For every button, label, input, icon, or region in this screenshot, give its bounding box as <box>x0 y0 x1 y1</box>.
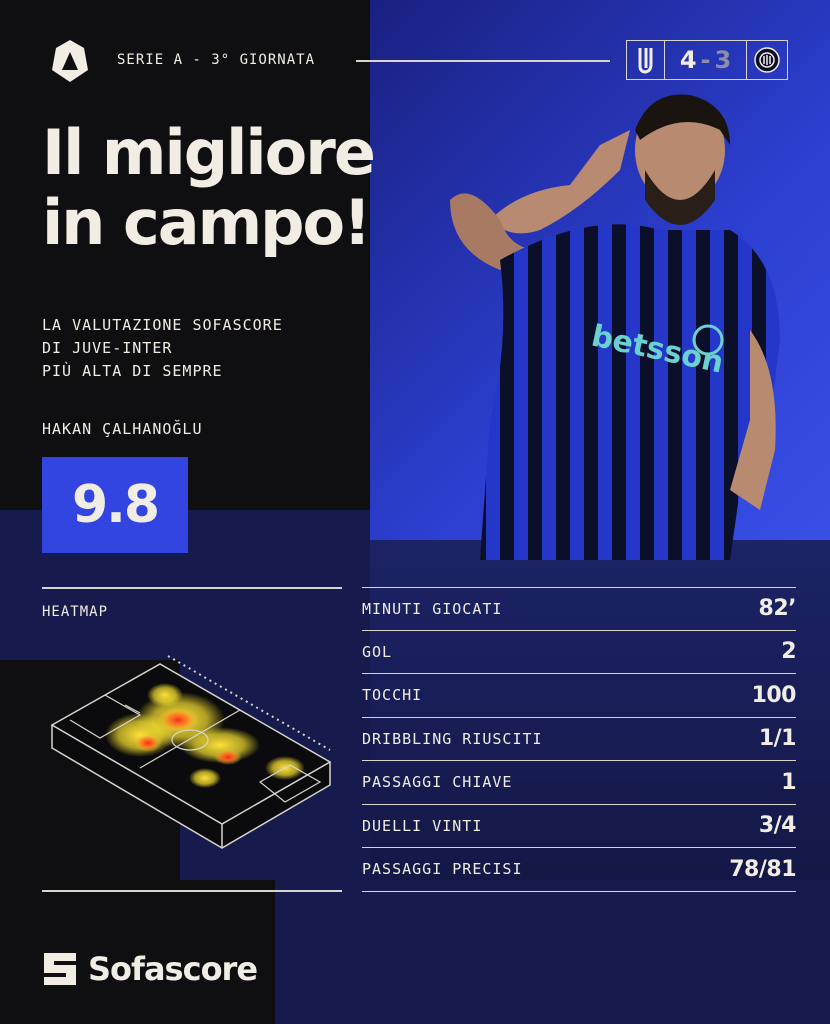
page-title: Il migliore in campo! <box>42 116 376 259</box>
attack-direction-arrows <box>167 655 331 751</box>
stat-label: PASSAGGI CHIAVE <box>362 773 513 792</box>
stats-table: MINUTI GIOCATI 82’ GOL 2 TOCCHI 100 DRIBBLI… <box>362 587 797 892</box>
heatmap-top-divider <box>42 587 342 589</box>
heatmap-bottom-divider <box>42 890 342 892</box>
title-line-1: Il migliore <box>42 116 376 189</box>
subtitle-line: LA VALUTAZIONE SOFASCORE <box>42 316 283 334</box>
header-divider <box>356 60 610 62</box>
stat-value: 1/1 <box>758 726 797 752</box>
stat-value: 100 <box>751 682 797 708</box>
serie-a-logo <box>52 40 88 82</box>
inter-logo <box>747 41 787 79</box>
stat-row: DRIBBLING RIUSCITI 1/1 <box>362 718 797 761</box>
subtitle: LA VALUTAZIONE SOFASCORE DI JUVE-INTER P… <box>42 314 283 383</box>
brand-name: Sofascore <box>88 950 258 988</box>
sofascore-icon <box>44 953 76 985</box>
stat-label: MINUTI GIOCATI <box>362 599 503 618</box>
stat-label: TOCCHI <box>362 686 423 705</box>
stat-row: DUELLI VINTI 3/4 <box>362 805 797 848</box>
subtitle-line: DI JUVE-INTER <box>42 339 173 357</box>
bg-navy-bottom <box>275 880 830 1024</box>
player-photo: betsson <box>450 94 780 560</box>
subtitle-line: PIÙ ALTA DI SEMPRE <box>42 362 223 380</box>
stat-value: 1 <box>781 769 796 795</box>
rating-badge: 9.8 <box>42 457 188 553</box>
home-score: 4 <box>679 46 697 74</box>
stat-value: 82’ <box>758 596 797 622</box>
stat-label: GOL <box>362 642 393 661</box>
stat-row: PASSAGGI PRECISI 78/81 <box>362 848 796 892</box>
stat-value: 3/4 <box>758 813 797 839</box>
heatmap-pitch <box>50 655 332 849</box>
match-score: 4 - 3 <box>626 40 788 80</box>
score-separator: - <box>700 46 711 74</box>
stat-label: DRIBBLING RIUSCITI <box>362 729 543 748</box>
round-label: SERIE A - 3° GIORNATA <box>117 52 316 68</box>
stat-row: MINUTI GIOCATI 82’ <box>362 587 797 631</box>
stat-value: 78/81 <box>729 856 796 882</box>
stat-label: DUELLI VINTI <box>362 816 483 835</box>
away-score: 3 <box>714 46 732 74</box>
sofascore-logo: Sofascore <box>42 950 258 988</box>
heatmap-label: HEATMAP <box>42 604 109 620</box>
title-line-2: in campo! <box>42 186 371 259</box>
stat-value: 2 <box>781 639 796 665</box>
juventus-logo <box>627 41 665 79</box>
stat-label: PASSAGGI PRECISI <box>362 860 523 879</box>
stat-row: GOL 2 <box>362 631 796 674</box>
player-name: HAKAN ÇALHANOĞLU <box>42 420 203 438</box>
bg-dark-right <box>370 540 830 880</box>
stat-row: TOCCHI 100 <box>362 674 797 718</box>
stat-row: PASSAGGI CHIAVE 1 <box>362 761 796 805</box>
